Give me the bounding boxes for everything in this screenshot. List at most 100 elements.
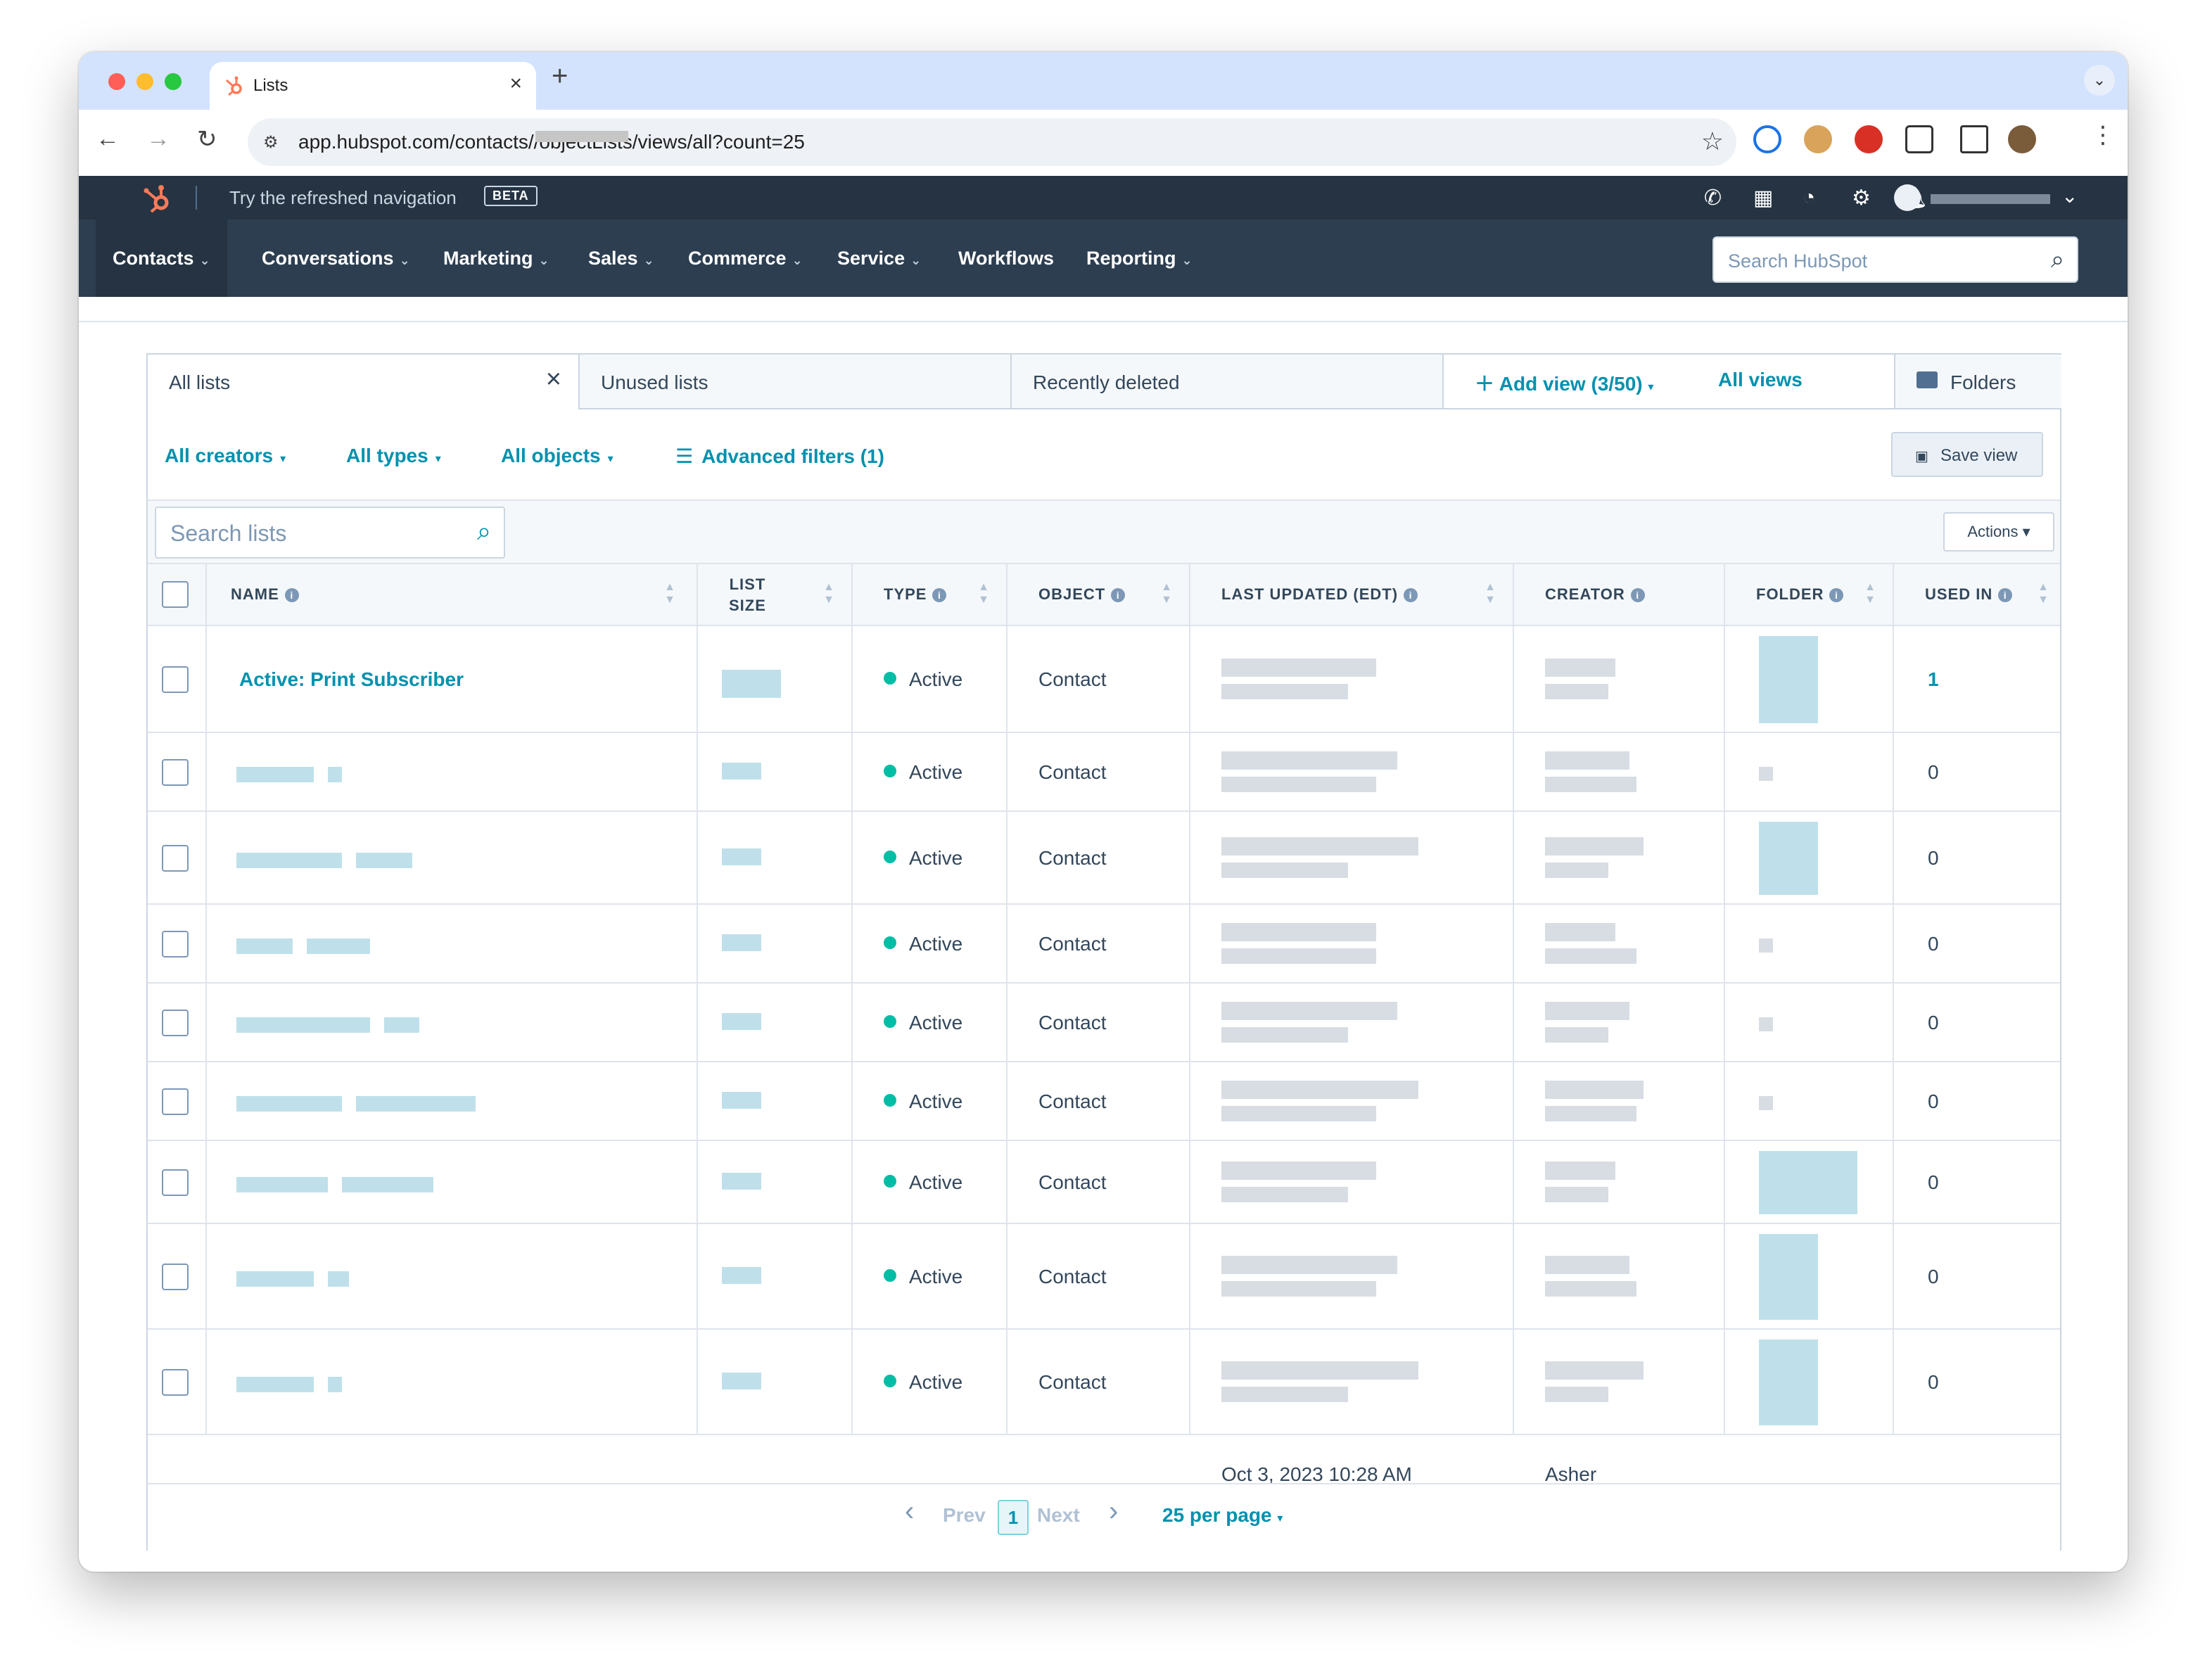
browser-menu-icon[interactable]: ⋮ <box>2091 122 2115 148</box>
used-in-count[interactable]: 1 <box>1928 668 1939 690</box>
per-page-dropdown[interactable]: 25 per page ▾ <box>1162 1504 1283 1526</box>
close-tab-icon[interactable]: × <box>509 72 522 95</box>
nav-item-workflows[interactable]: Workflows <box>958 248 1055 269</box>
select-all-checkbox[interactable] <box>162 581 189 608</box>
table-row[interactable]: Active Contact 0 <box>148 1141 2060 1224</box>
table-row[interactable]: Active Contact 0 <box>148 1224 2060 1330</box>
last-updated-column-header[interactable]: LAST UPDATED (EDT) i ▲ ▼ <box>1190 564 1514 626</box>
sort-icon[interactable]: ▲ ▼ <box>1485 581 1496 606</box>
nav-item-reporting[interactable]: Reporting ⌄ <box>1086 248 1193 269</box>
list-name-redacted[interactable] <box>342 1177 433 1192</box>
side-panel-icon[interactable] <box>1960 125 1988 153</box>
sort-icon[interactable]: ▲ ▼ <box>1161 581 1172 606</box>
new-tab-icon[interactable]: + <box>552 61 568 91</box>
close-window-button[interactable] <box>108 73 125 90</box>
advanced-filters-button[interactable]: ☰ Advanced filters (1) <box>675 445 884 467</box>
row-checkbox[interactable] <box>162 759 189 786</box>
row-checkbox[interactable] <box>162 845 189 872</box>
nav-item-marketing[interactable]: Marketing ⌄ <box>443 248 549 269</box>
row-checkbox[interactable] <box>162 1169 189 1196</box>
address-bar[interactable]: ⚙ app.hubspot.com/contacts//objectLists/… <box>248 118 1736 166</box>
list-name-link[interactable]: Active: Print Subscriber <box>239 668 464 690</box>
creator-column-header[interactable]: CREATOR i <box>1514 564 1725 626</box>
list-name-redacted[interactable] <box>236 1377 314 1392</box>
sort-icon[interactable]: ▲ ▼ <box>2038 581 2049 606</box>
account-avatar[interactable] <box>1894 184 1921 211</box>
list-name-redacted[interactable] <box>384 1017 419 1033</box>
nav-item-sales[interactable]: Sales ⌄ <box>588 248 654 269</box>
add-view-button[interactable]: ＋ Add view (3/50) ▾ <box>1475 373 1654 395</box>
profile-avatar[interactable] <box>2008 125 2036 153</box>
nav-item-commerce[interactable]: Commerce ⌄ <box>688 248 803 269</box>
maximize-window-button[interactable] <box>165 73 182 90</box>
close-view-icon[interactable]: × <box>545 364 561 394</box>
sort-icon[interactable]: ▲ ▼ <box>664 581 675 606</box>
folder-redacted[interactable] <box>1759 822 1818 895</box>
row-checkbox[interactable] <box>162 931 189 957</box>
prev-page-button[interactable]: Prev <box>943 1504 986 1526</box>
list-name-redacted[interactable] <box>236 1017 370 1033</box>
next-page-button[interactable]: Next <box>1037 1504 1080 1526</box>
cookie-extension-icon[interactable] <box>1804 125 1832 153</box>
list-name-redacted[interactable] <box>356 853 412 868</box>
used-in-column-header[interactable]: USED IN i ▲ ▼ <box>1925 581 2049 606</box>
table-row[interactable]: Active Contact 0 <box>148 1330 2060 1435</box>
list-name-redacted[interactable] <box>356 1096 476 1112</box>
nav-item-service[interactable]: Service ⌄ <box>837 248 922 269</box>
all-types-filter[interactable]: All types ▾ <box>346 445 441 466</box>
row-checkbox[interactable] <box>162 666 189 693</box>
table-row[interactable]: Active Contact 0 <box>148 984 2060 1062</box>
type-column-header[interactable]: TYPE i ▲ ▼ <box>853 564 1008 626</box>
reload-icon[interactable]: ↻ <box>197 126 217 153</box>
help-icon[interactable]: ◔ <box>1803 186 1816 209</box>
table-row[interactable]: Active Contact 0 <box>148 905 2060 984</box>
row-checkbox[interactable] <box>162 1088 189 1115</box>
folder-redacted[interactable] <box>1759 1339 1818 1425</box>
folder-redacted[interactable] <box>1759 636 1818 723</box>
sort-icon[interactable]: ▲ ▼ <box>1864 581 1876 606</box>
folder-redacted[interactable] <box>1759 1151 1857 1214</box>
nav-item-contacts[interactable]: Contacts ⌄ <box>96 219 227 297</box>
bookmark-star-icon[interactable]: ☆ <box>1701 127 1724 155</box>
all-creators-filter[interactable]: All creators ▾ <box>165 445 286 466</box>
tab-search-chevron-icon[interactable]: ⌄ <box>2084 65 2115 96</box>
settings-gear-icon[interactable]: ⚙ <box>1852 186 1871 210</box>
tab-unused-lists[interactable]: Unused lists <box>580 355 1012 409</box>
browser-tab-lists[interactable]: Lists × <box>210 62 536 110</box>
list-name-redacted[interactable] <box>328 1377 342 1392</box>
minimize-window-button[interactable] <box>136 73 153 90</box>
next-chevron-icon[interactable]: › <box>1109 1496 1119 1527</box>
extensions-puzzle-icon[interactable] <box>1905 125 1933 153</box>
sort-icon[interactable]: ▲ ▼ <box>978 581 989 606</box>
back-arrow-icon[interactable]: ← <box>96 125 120 152</box>
save-view-button[interactable]: ▣ Save view <box>1891 432 2043 477</box>
account-name-redacted[interactable] <box>1931 194 2050 204</box>
row-checkbox[interactable] <box>162 1010 189 1036</box>
row-checkbox[interactable] <box>162 1264 189 1290</box>
sort-icon[interactable]: ▲ ▼ <box>823 581 834 606</box>
nav-item-conversations[interactable]: Conversations ⌄ <box>262 248 410 269</box>
list-name-redacted[interactable] <box>236 767 314 782</box>
prev-chevron-icon[interactable]: ‹ <box>905 1496 915 1527</box>
search-icon[interactable]: ⌕ <box>476 516 491 545</box>
search-lists-input[interactable]: Search lists ⌕ <box>155 507 505 559</box>
table-row[interactable]: Active: Print Subscriber Active Contact 1 <box>148 626 2060 733</box>
marketplace-icon[interactable]: ▦ <box>1753 186 1774 210</box>
account-menu-chevron-icon[interactable]: ⌄ <box>2061 185 2078 207</box>
folder-redacted[interactable] <box>1759 1234 1818 1320</box>
list-name-redacted[interactable] <box>236 1271 314 1287</box>
folders-button[interactable]: Folders <box>1894 355 2061 409</box>
list-name-redacted[interactable] <box>328 767 342 782</box>
search-icon[interactable]: ⌕ <box>2050 246 2064 273</box>
page-number-button[interactable]: 1 <box>998 1500 1029 1535</box>
row-checkbox[interactable] <box>162 1369 189 1396</box>
table-row[interactable]: Active Contact 0 <box>148 1062 2060 1141</box>
site-settings-icon[interactable]: ⚙ <box>263 133 279 152</box>
calling-icon[interactable]: ✆ <box>1704 186 1722 210</box>
list-name-redacted[interactable] <box>236 1177 328 1192</box>
tab-recently-deleted[interactable]: Recently deleted <box>1012 355 1444 409</box>
list-name-redacted[interactable] <box>307 938 370 954</box>
list-name-redacted[interactable] <box>236 1096 342 1112</box>
tab-all-lists[interactable]: All lists × <box>148 355 580 409</box>
password-extension-icon[interactable] <box>1753 125 1781 153</box>
